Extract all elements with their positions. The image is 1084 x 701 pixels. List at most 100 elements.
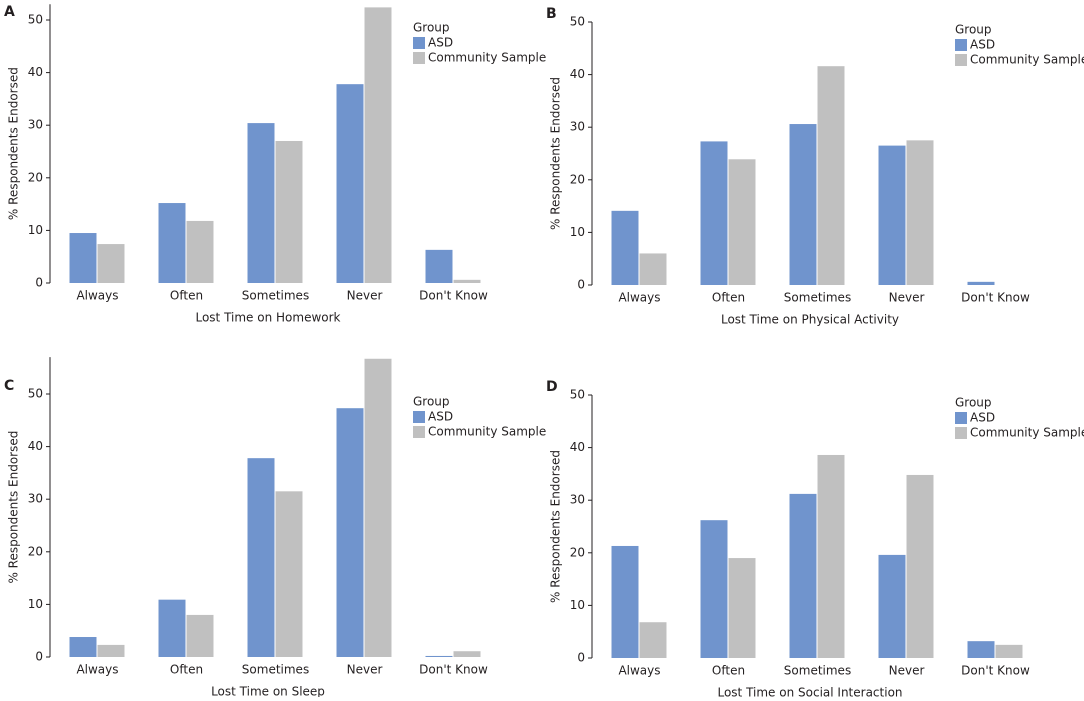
bar: [789, 493, 817, 658]
y-tick-label: 30: [570, 493, 585, 507]
y-axis-label: % Respondents Endorsed: [549, 450, 563, 603]
x-tick-label: Always: [76, 663, 118, 677]
y-tick-label: 10: [570, 225, 585, 239]
bar: [425, 249, 453, 283]
bar: [878, 554, 906, 658]
bar: [639, 622, 667, 658]
bar: [275, 140, 303, 283]
bar: [611, 545, 639, 658]
legend-swatch: [955, 412, 967, 424]
y-tick-label: 10: [28, 223, 43, 237]
y-tick-label: 20: [570, 172, 585, 186]
bar: [700, 520, 728, 658]
bar: [728, 558, 756, 658]
bar: [186, 614, 214, 657]
bar: [247, 123, 275, 283]
y-tick-label: 40: [570, 67, 585, 81]
x-tick-label: Often: [712, 664, 745, 678]
x-tick-label: Often: [712, 291, 745, 305]
legend-swatch: [413, 411, 425, 423]
bar: [336, 408, 364, 657]
y-tick-label: 0: [35, 276, 43, 290]
x-tick-label: Often: [170, 289, 203, 303]
bar: [97, 244, 125, 283]
bar: [728, 159, 756, 285]
y-tick-label: 20: [28, 170, 43, 184]
x-axis-label: Lost Time on Homework: [195, 311, 340, 325]
x-axis-label: Lost Time on Sleep: [211, 685, 325, 698]
bar: [611, 210, 639, 285]
y-tick-label: 10: [28, 597, 43, 611]
legend-label: ASD: [428, 410, 453, 424]
panel: C 0 10 20 30 40 50 % Respondents Endorsed Always…: [4, 357, 546, 699]
legend-swatch: [955, 54, 967, 66]
bar: [158, 203, 186, 283]
bar: [69, 637, 97, 657]
legend-swatch: [413, 52, 425, 64]
bar: [906, 140, 934, 285]
bar: [789, 124, 817, 285]
panel-label: B: [546, 6, 557, 22]
x-tick-label: Sometimes: [242, 289, 309, 303]
y-tick-label: 10: [570, 598, 585, 612]
x-tick-label: Never: [347, 663, 383, 677]
legend-swatch: [413, 37, 425, 49]
bar: [453, 279, 481, 283]
x-axis-label: Lost Time on Physical Activity: [721, 313, 899, 327]
bar: [364, 7, 392, 283]
y-tick-label: 30: [570, 120, 585, 134]
y-tick-label: 20: [28, 544, 43, 558]
bar: [878, 145, 906, 285]
bar: [995, 644, 1023, 658]
x-tick-label: Never: [889, 291, 925, 305]
x-tick-label: Often: [170, 663, 203, 677]
x-tick-label: Don't Know: [961, 291, 1030, 305]
x-tick-label: Never: [889, 664, 925, 678]
panel: D 0 10 20 30 40 50 % Respondents Endorsed Always…: [546, 379, 1084, 700]
bar: [364, 358, 392, 657]
y-tick-label: 40: [570, 440, 585, 454]
bar: [817, 454, 845, 658]
y-tick-label: 50: [570, 15, 585, 29]
y-axis-label: % Respondents Endorsed: [7, 67, 21, 220]
x-tick-label: Sometimes: [784, 664, 851, 678]
x-tick-label: Always: [618, 291, 660, 305]
y-tick-label: 50: [570, 388, 585, 402]
bar: [97, 644, 125, 657]
legend-label: ASD: [428, 36, 453, 50]
bar: [275, 491, 303, 657]
panel: B 0 10 20 30 40 50 % Respondents Endorsed Always…: [546, 6, 1084, 327]
y-tick-label: 30: [28, 492, 43, 506]
legend-swatch: [955, 427, 967, 439]
x-tick-label: Always: [618, 664, 660, 678]
x-tick-label: Always: [76, 289, 118, 303]
x-tick-label: Sometimes: [784, 291, 851, 305]
legend-title: Group: [413, 395, 450, 409]
y-tick-label: 40: [28, 439, 43, 453]
bar: [425, 655, 453, 657]
legend-title: Group: [955, 396, 992, 410]
legend-swatch: [955, 39, 967, 51]
y-tick-label: 20: [570, 545, 585, 559]
bar: [247, 458, 275, 657]
bar: [336, 84, 364, 283]
legend-label: Community Sample: [428, 425, 546, 439]
y-tick-label: 50: [28, 387, 43, 401]
bar: [158, 599, 186, 657]
legend-title: Group: [413, 21, 450, 35]
panel-label: D: [546, 379, 558, 395]
x-tick-label: Don't Know: [419, 663, 488, 677]
y-tick-label: 40: [28, 65, 43, 79]
bar: [453, 651, 481, 657]
y-tick-label: 30: [28, 118, 43, 132]
bar: [967, 281, 995, 285]
y-tick-label: 50: [28, 13, 43, 27]
legend-title: Group: [955, 23, 992, 37]
bar: [967, 641, 995, 658]
legend-label: ASD: [970, 411, 995, 425]
y-axis-label: % Respondents Endorsed: [549, 77, 563, 230]
panel-label: A: [4, 4, 15, 20]
y-tick-label: 0: [577, 278, 585, 292]
y-tick-label: 0: [35, 650, 43, 664]
